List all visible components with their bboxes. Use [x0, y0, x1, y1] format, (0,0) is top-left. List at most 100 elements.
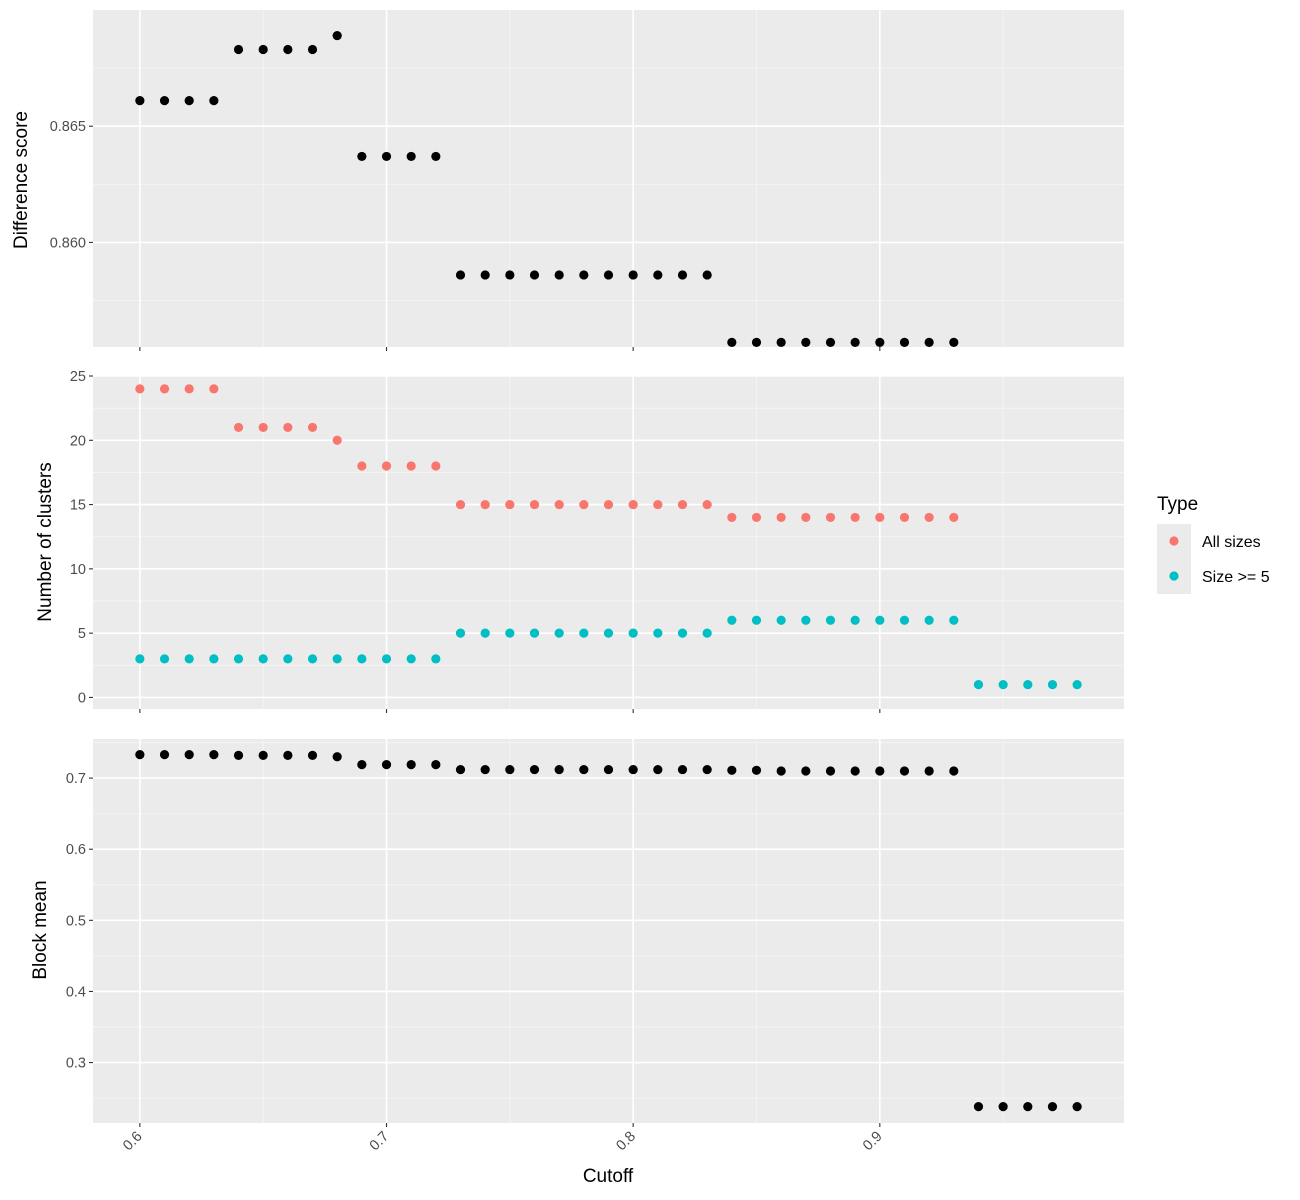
data-point	[899, 615, 910, 625]
legend-key-size-ge-5	[1157, 559, 1191, 594]
data-point	[677, 764, 688, 775]
data-point	[357, 461, 367, 471]
data-point	[431, 760, 441, 770]
data-point	[899, 337, 910, 347]
data-point	[973, 1102, 984, 1112]
data-point	[579, 499, 589, 510]
data-point	[875, 512, 885, 523]
y-tick-label: 15	[70, 498, 86, 514]
legend-key-point-size-ge-5	[1169, 571, 1179, 581]
data-point	[307, 422, 318, 433]
data-point	[480, 270, 490, 280]
data-point	[529, 764, 540, 775]
data-point	[258, 654, 268, 664]
data-point	[554, 764, 564, 775]
data-point	[998, 1102, 1008, 1112]
data-point	[825, 615, 836, 625]
data-point	[529, 628, 540, 638]
data-point	[184, 384, 194, 394]
y-tick-label: 0.6	[66, 842, 86, 858]
data-point	[258, 750, 268, 760]
data-point	[455, 499, 466, 510]
y-axis-title-block-mean: Block mean	[30, 880, 51, 979]
data-point	[776, 337, 786, 347]
data-point	[233, 422, 244, 433]
data-point	[579, 628, 589, 638]
data-point	[258, 422, 268, 433]
data-point	[209, 96, 219, 106]
legend-title: Type	[1157, 494, 1198, 515]
data-point	[283, 44, 293, 55]
data-point	[135, 384, 145, 394]
data-point	[159, 96, 170, 106]
data-point	[455, 270, 466, 280]
data-point	[381, 151, 392, 162]
data-point	[653, 270, 663, 280]
panel-background	[93, 10, 1124, 347]
legend-label-all-sizes: All sizes	[1202, 534, 1261, 551]
data-point	[801, 615, 811, 625]
y-tick-label: 10	[70, 562, 86, 578]
data-point	[159, 750, 170, 760]
data-point	[209, 654, 219, 664]
data-point	[850, 615, 860, 625]
data-point	[702, 499, 712, 510]
data-point	[135, 750, 145, 760]
data-point	[480, 764, 490, 775]
data-point	[825, 512, 836, 523]
data-point	[258, 44, 268, 55]
data-point	[554, 270, 564, 280]
y-tick-label: 20	[70, 433, 86, 449]
data-point	[998, 679, 1008, 690]
data-point	[702, 628, 712, 638]
data-point	[307, 750, 318, 760]
data-point	[727, 512, 737, 523]
data-point	[1072, 679, 1082, 690]
y-tick-label: 0	[78, 690, 86, 706]
data-point	[850, 766, 860, 776]
data-point	[628, 764, 638, 775]
data-point	[924, 766, 934, 776]
data-point	[751, 615, 762, 625]
data-point	[727, 337, 737, 347]
data-point	[628, 270, 638, 280]
data-point	[677, 499, 688, 510]
y-axis-title-difference-score: Difference score	[11, 111, 32, 249]
data-point	[431, 461, 441, 471]
data-point	[1023, 1102, 1033, 1112]
data-point	[579, 270, 589, 280]
data-point	[283, 750, 293, 760]
panel-background	[93, 739, 1124, 1123]
data-point	[406, 151, 416, 162]
data-point	[924, 337, 934, 347]
data-point	[184, 96, 194, 106]
data-point	[751, 512, 762, 523]
data-point	[949, 615, 959, 625]
data-point	[283, 422, 293, 433]
data-point	[406, 654, 416, 664]
y-tick-label: 25	[70, 369, 86, 385]
data-point	[283, 654, 293, 664]
data-point	[1023, 679, 1033, 690]
data-point	[628, 499, 638, 510]
data-point	[357, 654, 367, 664]
data-point	[307, 654, 318, 664]
y-tick-label: 0.5	[66, 913, 86, 929]
data-point	[801, 766, 811, 776]
data-point	[875, 615, 885, 625]
data-point	[332, 654, 342, 664]
data-point	[825, 766, 836, 776]
y-axis-title-number-of-clusters: Number of clusters	[35, 462, 56, 621]
data-point	[431, 654, 441, 664]
data-point	[233, 750, 244, 760]
data-point	[233, 654, 244, 664]
y-tick-label: 0.860	[50, 235, 86, 251]
legend: Type All sizes Size >= 5	[1157, 494, 1270, 594]
data-point	[727, 765, 737, 775]
data-point	[529, 270, 540, 280]
data-point	[505, 499, 515, 510]
legend-key-point-all-sizes	[1169, 536, 1179, 546]
data-point	[801, 337, 811, 347]
data-point	[949, 512, 959, 523]
